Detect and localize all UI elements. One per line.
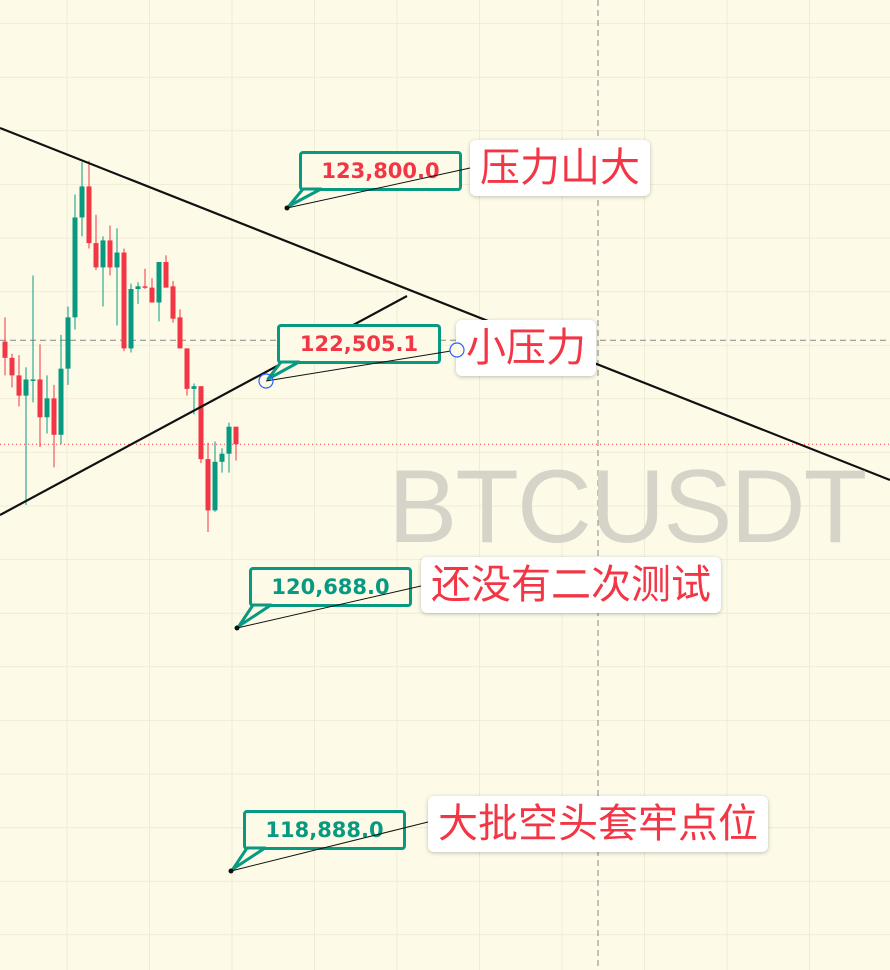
candle-down bbox=[163, 262, 169, 288]
candle-down bbox=[93, 243, 99, 268]
candle-down bbox=[121, 252, 127, 349]
price-callout-120688[interactable]: 120,688.0 bbox=[249, 567, 412, 607]
candle-up bbox=[100, 240, 106, 268]
candle-up bbox=[114, 252, 120, 268]
candle-down bbox=[37, 379, 43, 418]
candle-up bbox=[156, 262, 162, 303]
candle-down bbox=[198, 386, 204, 460]
candle-down bbox=[86, 186, 92, 244]
candle-down bbox=[51, 398, 57, 435]
candle-up bbox=[79, 186, 85, 218]
price-callout-118888[interactable]: 118,888.0 bbox=[243, 810, 406, 850]
symbol-watermark: BTCUSDT bbox=[388, 449, 867, 565]
candle-up bbox=[135, 286, 141, 289]
descending-trendline bbox=[0, 126, 890, 482]
annotation-label-pressure-big[interactable]: 压力山大 bbox=[470, 140, 650, 196]
candle-up bbox=[226, 426, 232, 454]
candle-up bbox=[30, 379, 36, 381]
candle-up bbox=[58, 368, 64, 435]
candle-up bbox=[23, 379, 29, 396]
candle-up bbox=[128, 289, 134, 349]
candle-up bbox=[44, 398, 50, 418]
candle-down bbox=[16, 375, 22, 396]
candle-down bbox=[177, 317, 183, 349]
candle-up bbox=[212, 461, 218, 511]
candle-down bbox=[142, 286, 148, 288]
candle-up bbox=[191, 386, 197, 389]
price-callout-122505[interactable]: 122,505.1 bbox=[277, 324, 441, 364]
annotation-label-shorts-trapped[interactable]: 大批空头套牢点位 bbox=[428, 796, 768, 852]
annotation-label-no-retest[interactable]: 还没有二次测试 bbox=[421, 557, 721, 613]
candle-up bbox=[72, 217, 78, 318]
candle-down bbox=[184, 348, 190, 389]
price-callout-123800[interactable]: 123,800.0 bbox=[299, 151, 462, 191]
candle-down bbox=[9, 357, 15, 376]
candle-up bbox=[219, 453, 225, 462]
candle-down bbox=[2, 341, 8, 358]
candle-down bbox=[170, 286, 176, 319]
candle-down bbox=[205, 459, 211, 511]
candle-down bbox=[233, 426, 239, 445]
candle-up bbox=[65, 317, 71, 369]
candle-down bbox=[149, 287, 155, 303]
candle-down bbox=[107, 240, 113, 268]
annotation-label-small-pressure[interactable]: 小压力 bbox=[456, 320, 596, 376]
candles bbox=[2, 160, 239, 532]
